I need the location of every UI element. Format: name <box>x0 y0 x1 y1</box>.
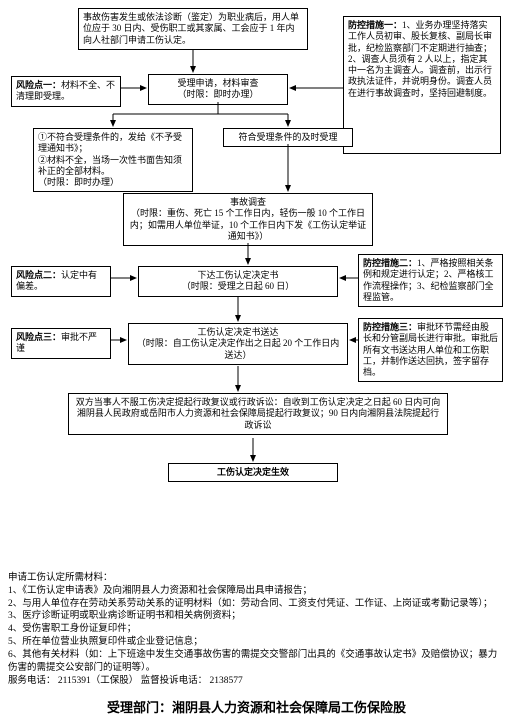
measure1-body: 1、业务办理坚持落实工作人员初审、股长复核、副局长审批，纪检监察部门不定期进行抽… <box>348 20 492 98</box>
node-investigate: 事故调查 （时限：重伤、死亡 15 个工作日内，轻伤一般 10 个工作日内；如需… <box>123 193 373 246</box>
measure3-title: 防控措施三： <box>363 322 417 332</box>
materials-section: 申请工伤认定所需材料： 1、《工伤认定申请表》及向湘阴县人力资源和社会保障局出具… <box>8 572 505 687</box>
node-decide: 下达工伤认定决定书 （时限：受理之日起 60 日） <box>138 266 338 297</box>
measure2-title: 防控措施二： <box>363 258 417 268</box>
node-risk3: 风险点三：审批不严谨 <box>11 328 111 359</box>
node-deliver: 工伤认定决定书送达 （时限：自工伤认定决定作出之日起 20 个工作日内送达） <box>128 323 348 365</box>
risk3-title: 风险点三： <box>16 332 61 342</box>
materials-item: 6、其他有关材料（如：上下班途中发生交通事故伤害的需提交交警部门出具的《交通事故… <box>8 649 505 675</box>
node-appeal: 双方当事人不服工伤决定提起行政复议或行政诉讼：自收到工伤认定决定之日起 60 日… <box>68 393 448 435</box>
node-start: 事故伤害发生或依法诊断（鉴定）为职业病后，用人单位应于 30 日内、受伤职工或其… <box>78 8 308 50</box>
materials-item: 1、《工伤认定申请表》及向湘阴县人力资源和社会保障局出具申请报告； <box>8 585 505 598</box>
risk2-title: 风险点二： <box>16 270 61 280</box>
materials-item: 2、与用人单位存在劳动关系劳动关系的证明材料（如：劳动合同、工资支付凭证、工作证… <box>8 598 505 611</box>
materials-item: 3、医疗诊断证明或职业病诊断证明书和相关病例资料； <box>8 610 505 623</box>
node-risk1: 风险点一：材料不全、不清理即受理。 <box>11 76 121 107</box>
node-risk2: 风险点二：认定中有偏差。 <box>11 266 111 297</box>
risk1-title: 风险点一： <box>16 80 61 90</box>
node-accept: 受理申请，材料审查 （时限：即时办理） <box>148 74 288 105</box>
node-measure3: 防控措施三：审批环节需经由股长和分管副局长进行审批。审批后所有文书送达用人单位和… <box>358 318 503 382</box>
materials-heading: 申请工伤认定所需材料： <box>8 572 505 585</box>
materials-item: 5、所在单位营业执照复印件或企业登记信息； <box>8 636 505 649</box>
node-cond-left: ①不符合受理条件的，发给《不予受理通知书》； ②材料不全，当场一次性书面告知须补… <box>33 128 193 192</box>
flowchart-canvas: 事故伤害发生或依法诊断（鉴定）为职业病后，用人单位应于 30 日内、受伤职工或其… <box>8 8 505 568</box>
measure1-title: 防控措施一： <box>348 20 402 30</box>
materials-phone: 服务电话： 2115391（工保股） 监督投诉电话： 2138577 <box>8 675 505 688</box>
materials-item: 4、受伤害职工身份证复印件； <box>8 623 505 636</box>
footer-title: 受理部门：湘阴县人力资源和社会保障局工伤保险股 <box>8 697 505 716</box>
node-measure2: 防控措施二：1、严格按照相关条例和规定进行认定；2、严格核工作流程操作；3、纪检… <box>358 254 503 307</box>
node-cond-right: 符合受理条件的及时受理 <box>223 128 353 147</box>
node-measure1: 防控措施一：1、业务办理坚持落实工作人员初审、股长复核、副局长审批，纪检监察部门… <box>343 16 501 154</box>
node-effective: 工伤认定决定生效 <box>168 463 338 482</box>
